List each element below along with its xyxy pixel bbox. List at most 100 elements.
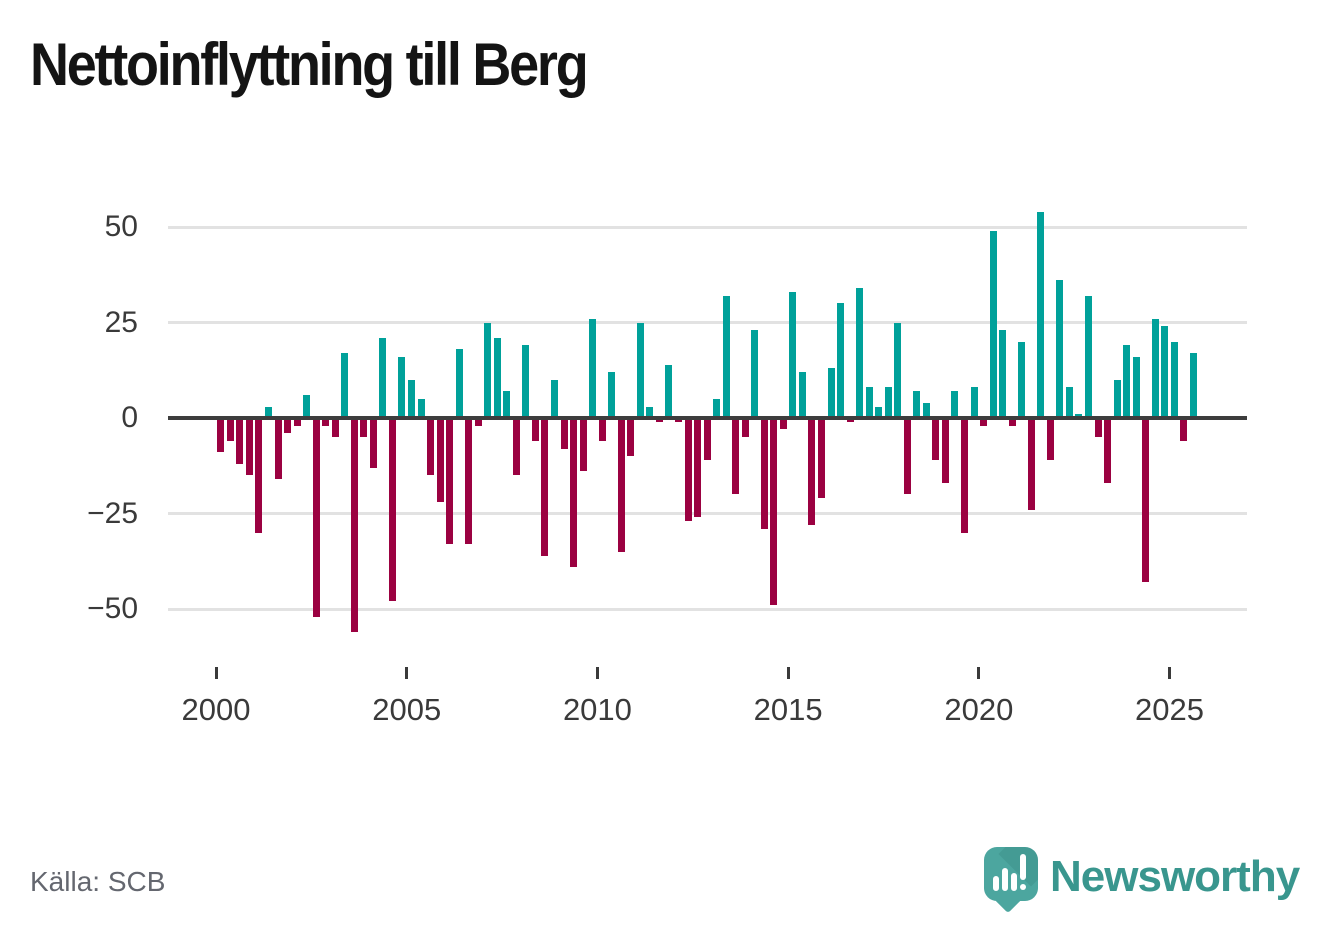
y-tick-label: 50 bbox=[104, 210, 138, 243]
bar bbox=[312, 418, 320, 617]
bar bbox=[779, 418, 787, 430]
bar bbox=[512, 418, 520, 476]
bar bbox=[903, 418, 911, 495]
bar bbox=[1113, 379, 1121, 418]
bar bbox=[1027, 418, 1035, 510]
bar bbox=[827, 368, 835, 418]
logo-exclamation-bar bbox=[1020, 854, 1026, 880]
gridline bbox=[168, 607, 1247, 611]
bar bbox=[484, 322, 492, 418]
bar bbox=[713, 398, 721, 418]
bar bbox=[541, 418, 549, 556]
bar bbox=[1056, 280, 1064, 418]
bar bbox=[369, 418, 377, 468]
logo-mini-bar-2 bbox=[1002, 868, 1008, 891]
bar bbox=[1180, 418, 1188, 441]
bar bbox=[1037, 211, 1045, 418]
bar bbox=[789, 291, 797, 418]
bar bbox=[379, 337, 387, 418]
x-tick-label: 2020 bbox=[944, 692, 1014, 727]
bar bbox=[522, 345, 530, 418]
bar bbox=[808, 418, 816, 525]
bar bbox=[1018, 341, 1026, 418]
bar bbox=[913, 391, 921, 418]
bar bbox=[570, 418, 578, 567]
bar bbox=[226, 418, 234, 441]
bar bbox=[503, 391, 511, 418]
bar bbox=[922, 402, 930, 418]
bar bbox=[417, 398, 425, 418]
x-tick-label: 2005 bbox=[372, 692, 442, 727]
gridline bbox=[168, 225, 1247, 229]
bar bbox=[961, 418, 969, 533]
bar bbox=[837, 303, 845, 418]
bar bbox=[303, 395, 311, 418]
bar bbox=[865, 387, 873, 418]
bar bbox=[236, 418, 244, 464]
logo-mini-bar-1 bbox=[993, 876, 999, 891]
bar bbox=[436, 418, 444, 503]
bar bbox=[722, 295, 730, 418]
bar bbox=[388, 418, 396, 602]
bar bbox=[1008, 418, 1016, 426]
bar bbox=[684, 418, 692, 522]
bar bbox=[1151, 318, 1159, 418]
bar bbox=[1065, 387, 1073, 418]
bar bbox=[493, 337, 501, 418]
bar bbox=[1094, 418, 1102, 438]
bar bbox=[608, 372, 616, 418]
bar bbox=[932, 418, 940, 461]
bar bbox=[427, 418, 435, 476]
bar bbox=[551, 379, 559, 418]
bar bbox=[1132, 356, 1140, 418]
x-tick-mark bbox=[214, 667, 218, 679]
bar bbox=[1084, 295, 1092, 418]
logo-exclamation-dot bbox=[1020, 884, 1026, 890]
bar bbox=[245, 418, 253, 476]
bar bbox=[350, 418, 358, 632]
bar bbox=[1170, 341, 1178, 418]
y-tick-label: 25 bbox=[104, 305, 138, 339]
bar bbox=[589, 318, 597, 418]
bar bbox=[970, 387, 978, 418]
bar bbox=[1142, 418, 1150, 583]
bar bbox=[989, 230, 997, 418]
bar bbox=[455, 349, 463, 418]
bar bbox=[760, 418, 768, 529]
bar bbox=[341, 353, 349, 418]
bar bbox=[703, 418, 711, 461]
page-title: Nettoinflyttning till Berg bbox=[30, 31, 589, 98]
x-tick-mark bbox=[786, 667, 790, 679]
bar bbox=[875, 406, 883, 418]
bar bbox=[980, 418, 988, 426]
y-tick-label: −50 bbox=[87, 592, 138, 625]
x-tick-mark bbox=[405, 667, 409, 679]
brand-name: Newsworthy bbox=[1050, 852, 1300, 901]
bar bbox=[646, 406, 654, 418]
gridline bbox=[168, 512, 1247, 515]
bar bbox=[694, 418, 702, 518]
bar bbox=[1123, 345, 1131, 418]
bar bbox=[617, 418, 625, 552]
bar bbox=[751, 330, 759, 418]
y-tick-label: −25 bbox=[87, 496, 138, 530]
x-tick-label: 2010 bbox=[562, 692, 632, 727]
bar bbox=[884, 387, 892, 418]
bar bbox=[360, 418, 368, 438]
bar bbox=[322, 418, 330, 426]
newsworthy-logo-icon bbox=[984, 847, 1038, 901]
x-tick-label: 2015 bbox=[753, 692, 823, 727]
bar bbox=[255, 418, 263, 533]
bar bbox=[217, 418, 225, 453]
bar bbox=[446, 418, 454, 545]
x-tick-label: 2025 bbox=[1135, 692, 1205, 727]
gridline bbox=[168, 321, 1247, 324]
bar bbox=[293, 418, 301, 426]
bar bbox=[398, 356, 406, 418]
bar bbox=[408, 379, 415, 418]
bar bbox=[560, 418, 568, 449]
x-tick-mark bbox=[595, 667, 599, 679]
bar bbox=[951, 391, 959, 418]
x-tick-label: 2000 bbox=[181, 692, 251, 727]
